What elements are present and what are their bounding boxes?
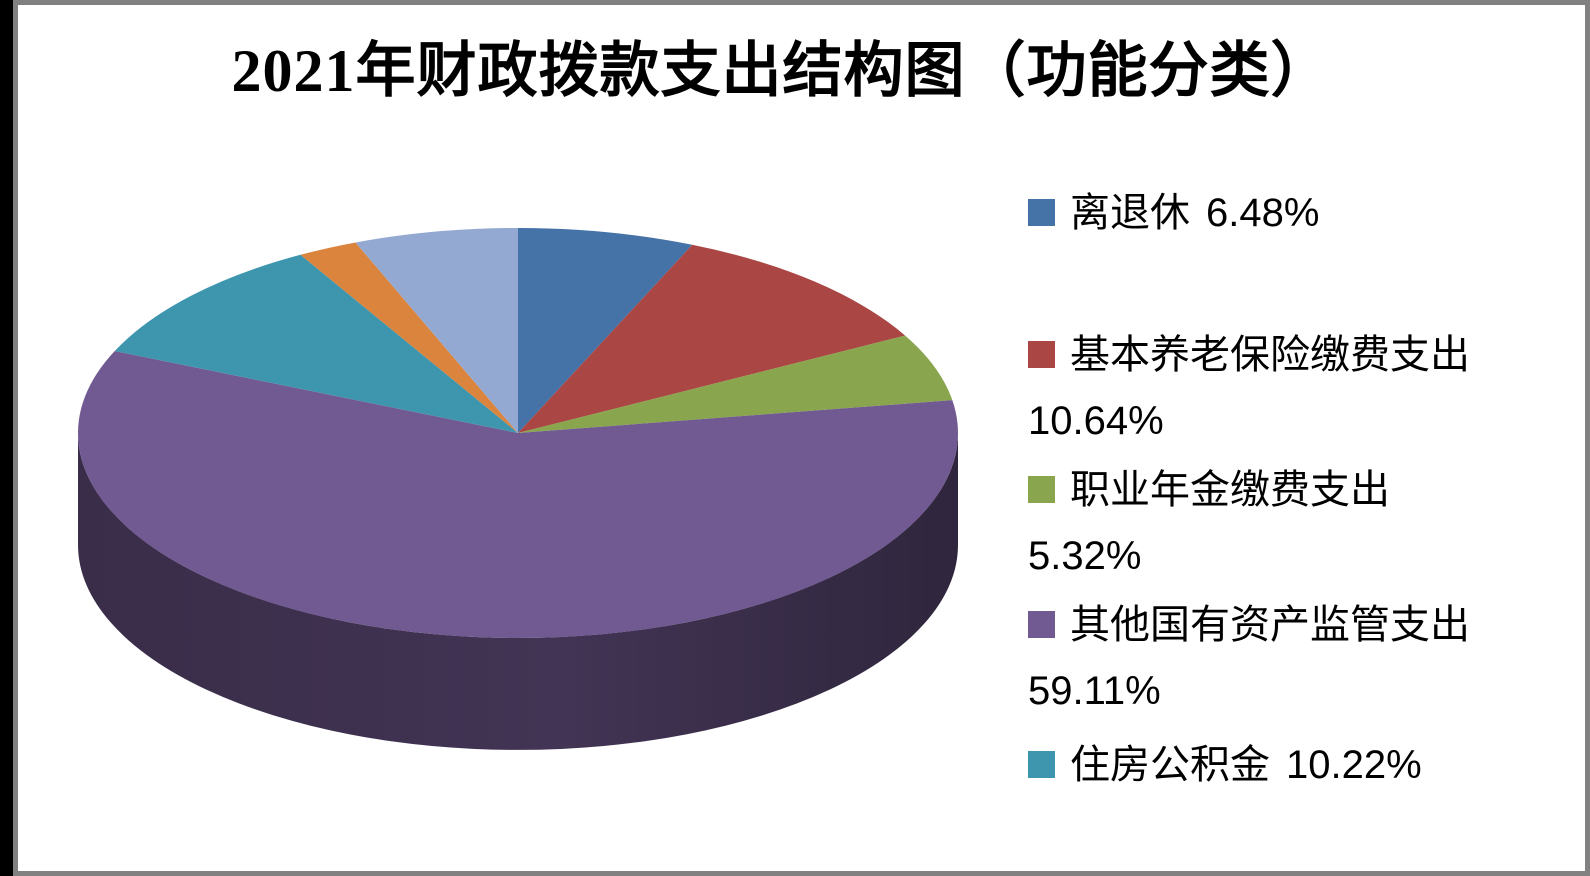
pie-3d-chart — [78, 228, 959, 750]
pie-slice-1 — [518, 244, 906, 433]
pie-slice-2 — [518, 335, 953, 433]
chart-frame: 2021年财政拨款支出结构图（功能分类） 离退休 6.48% 基本养老保险缴费支出 1… — [13, 0, 1590, 876]
pie-slice-4 — [114, 254, 518, 433]
pie-slice-6 — [355, 228, 518, 433]
pie-slice-0 — [518, 228, 693, 433]
pie-slice-5 — [300, 242, 518, 433]
chart-title: 2021年财政拨款支出结构图（功能分类） — [231, 38, 1332, 104]
pie-slice-3 — [78, 350, 959, 639]
pie-slice-side-3 — [78, 433, 958, 750]
